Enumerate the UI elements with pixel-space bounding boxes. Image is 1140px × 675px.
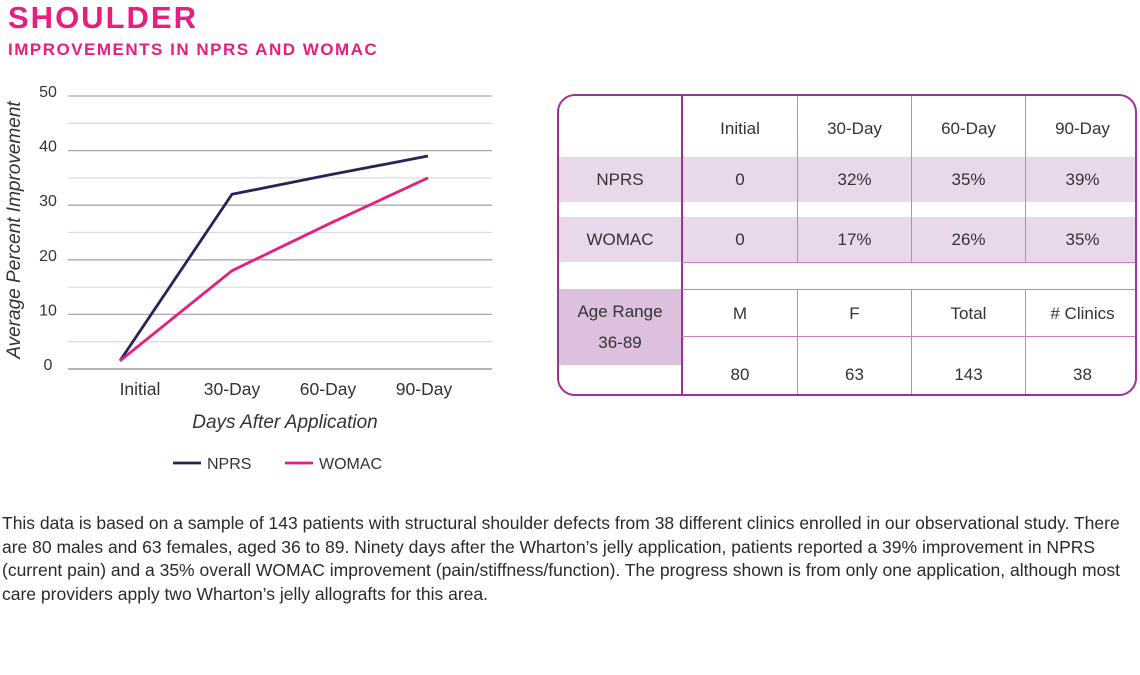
age-range-label: Age Range 36-89 — [559, 289, 681, 365]
column-header: 90-Day — [1055, 119, 1110, 138]
legend-label: WOMAC — [319, 456, 382, 473]
column-header: Initial — [720, 119, 760, 138]
line-chart: 0 10 20 30 40 50 Initial 30-Day 60-Day 90-Day Ave… — [4, 84, 492, 473]
table-cell: 39% — [1065, 170, 1100, 189]
series-line-womac — [119, 176, 429, 362]
table-cell: 35% — [951, 170, 986, 189]
row-label: NPRS — [596, 170, 644, 189]
row-label: WOMAC — [586, 230, 654, 249]
demographic-value: 143 — [954, 365, 983, 384]
table-cell: 35% — [1065, 230, 1100, 249]
y-tick-label: 10 — [39, 302, 57, 319]
y-tick-label: 50 — [39, 84, 57, 101]
page-subtitle: IMPROVEMENTS IN NPRS AND WOMAC — [8, 40, 379, 59]
data-table: Initial 30-Day 60-Day 90-Day NPRS 0 32% 35% 39% W… — [557, 94, 1137, 396]
demographic-header: M — [732, 304, 748, 323]
y-axis-label: Average Percent Improvement — [4, 101, 25, 360]
age-range-text: Age Range — [577, 302, 663, 321]
demographic-header: F — [849, 304, 860, 323]
table-cell: 26% — [951, 230, 986, 249]
y-tick-label: 40 — [39, 139, 57, 156]
legend-label: NPRS — [207, 456, 251, 473]
demographic-header: # Clinics — [1050, 304, 1115, 323]
x-axis-label: Days After Application — [192, 412, 378, 433]
y-tick-label: 20 — [39, 248, 57, 265]
description-paragraph: This data is based on a sample of 143 pa… — [2, 513, 1120, 604]
column-header: 30-Day — [827, 119, 882, 138]
x-tick-label: 90-Day — [396, 379, 453, 399]
demographic-value: 38 — [1073, 365, 1092, 384]
page-title: SHOULDER — [8, 0, 198, 35]
series-line-nprs — [118, 154, 429, 362]
table-cell: 17% — [837, 230, 872, 249]
age-range-text: 36-89 — [598, 333, 642, 352]
table-cell: 0 — [735, 230, 745, 249]
table-cell: 32% — [837, 170, 872, 189]
column-header: 60-Day — [941, 119, 996, 138]
demographic-value: 63 — [845, 365, 864, 384]
table-cell: 0 — [735, 170, 745, 189]
y-tick-label: 0 — [44, 357, 53, 374]
demographic-header: Total — [950, 304, 987, 323]
demographic-value: 80 — [730, 365, 750, 384]
x-tick-label: 30-Day — [204, 379, 261, 399]
x-tick-label: 60-Day — [300, 379, 357, 399]
x-tick-label: Initial — [120, 379, 161, 399]
y-tick-label: 30 — [39, 193, 57, 210]
